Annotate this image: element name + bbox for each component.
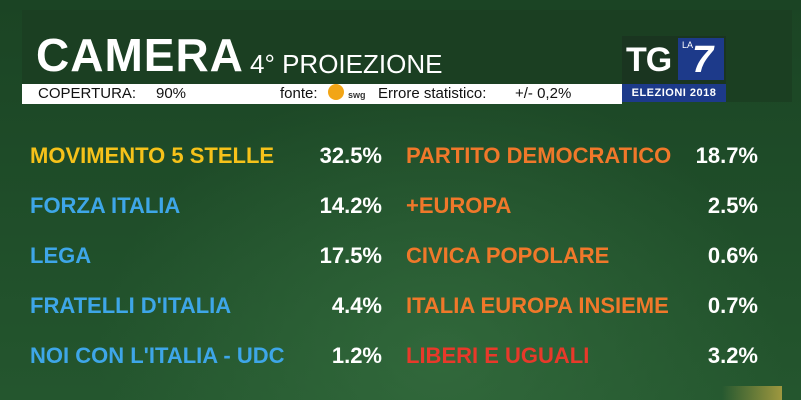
list-item: CIVICA POPOLARE 0.6% — [406, 240, 758, 272]
swg-logo-icon — [328, 84, 344, 100]
party-name: NOI CON L'ITALIA - UDC — [30, 343, 285, 368]
la7-box: LA 7 — [678, 38, 724, 80]
party-name: +EUROPA — [406, 193, 512, 218]
party-name: FORZA ITALIA — [30, 193, 181, 218]
list-item: FRATELLI D'ITALIA 4.4% — [30, 290, 382, 322]
logo-seven-text: 7 — [692, 39, 714, 81]
list-item: NOI CON L'ITALIA - UDC 1.2% — [30, 340, 382, 372]
logo-la-text: LA — [682, 40, 694, 50]
list-item: LIBERI E UGUALI 3.2% — [406, 340, 758, 372]
info-bar: COPERTURA: 90% fonte: swg Errore statist… — [22, 84, 622, 104]
list-item: LEGA 17.5% — [30, 240, 382, 272]
party-percentage: 1.2% — [331, 343, 382, 368]
error-label: Errore statistico: — [378, 85, 487, 102]
logo-tg-text: TG — [626, 41, 672, 79]
source-label: fonte: — [280, 85, 318, 102]
page-title: CAMERA — [36, 29, 244, 81]
logo-top: TG LA 7 — [622, 36, 726, 84]
source-name: swg — [348, 90, 366, 100]
party-percentage: 14.2% — [319, 193, 382, 218]
list-item: +EUROPA 2.5% — [406, 190, 758, 222]
party-percentage: 32.5% — [319, 143, 382, 168]
party-percentage: 0.6% — [707, 243, 758, 268]
party-percentage: 17.5% — [319, 243, 382, 268]
la7-corner-watermark — [722, 386, 782, 400]
coverage-value: 90% — [156, 85, 187, 102]
party-name: LEGA — [30, 243, 92, 268]
tg-la7-logo: TG LA 7 ELEZIONI 2018 — [622, 36, 726, 102]
list-item: PARTITO DEMOCRATICO 18.7% — [406, 140, 758, 172]
party-name: ITALIA EUROPA INSIEME — [406, 293, 669, 318]
projection-subtitle: 4° PROIEZIONE — [250, 49, 443, 79]
party-percentage: 2.5% — [707, 193, 758, 218]
elections-caption: ELEZIONI 2018 — [622, 84, 726, 102]
list-item: FORZA ITALIA 14.2% — [30, 190, 382, 222]
coverage-label: COPERTURA: — [38, 85, 137, 102]
party-name: MOVIMENTO 5 STELLE — [30, 143, 275, 168]
party-name: LIBERI E UGUALI — [406, 343, 590, 368]
party-name: FRATELLI D'ITALIA — [30, 293, 232, 318]
party-name: CIVICA POPOLARE — [406, 243, 610, 268]
party-percentage: 4.4% — [331, 293, 382, 318]
party-percentage: 0.7% — [707, 293, 758, 318]
list-item: ITALIA EUROPA INSIEME 0.7% — [406, 290, 758, 322]
error-value: +/- 0,2% — [515, 85, 572, 102]
party-percentage: 3.2% — [707, 343, 758, 368]
list-item: MOVIMENTO 5 STELLE 32.5% — [30, 140, 382, 172]
party-name: PARTITO DEMOCRATICO — [406, 143, 672, 168]
party-percentage: 18.7% — [695, 143, 758, 168]
